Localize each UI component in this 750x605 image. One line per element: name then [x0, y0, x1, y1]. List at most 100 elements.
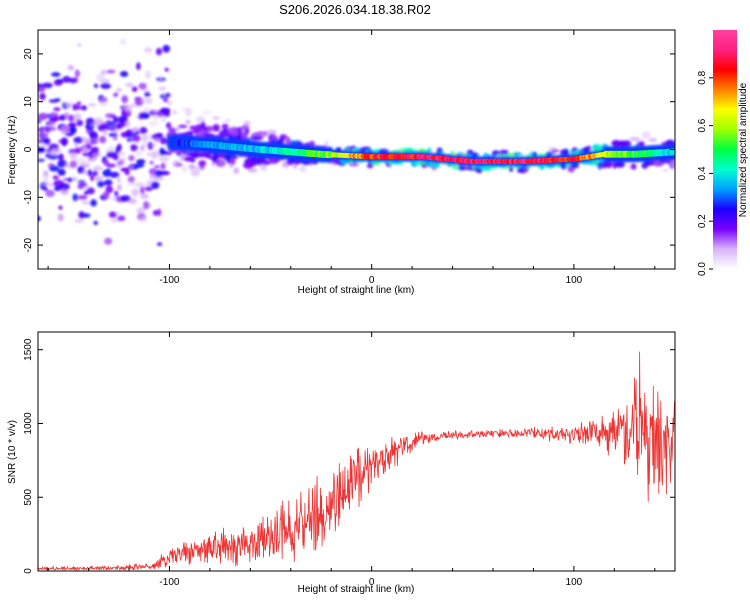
spectrogram-cell [72, 193, 78, 202]
spectrogram-cell [257, 131, 264, 138]
spectrogram-cell [62, 76, 71, 83]
spectrogram-cell [75, 157, 86, 165]
snr-ylabel: SNR (10 * v/v) [7, 420, 18, 484]
spectrogram-cell [74, 147, 82, 154]
spectrogram-cell [68, 114, 75, 122]
snr-ytick-label: 0 [23, 568, 34, 574]
spectrogram-cell [641, 131, 652, 140]
spectrogram-cell [38, 112, 49, 120]
spectrogram-xlabel: Height of straight line (km) [298, 285, 415, 296]
spectrogram-cell [228, 164, 234, 168]
spectrogram-cell [165, 92, 171, 98]
spectrogram-xtick-label: 100 [566, 275, 583, 286]
spectrogram-xtick-label: 0 [369, 275, 375, 286]
snr-ytick-label: 1500 [23, 338, 34, 361]
spectrogram-cell [48, 122, 57, 127]
spectrogram-cell [144, 47, 153, 53]
spectrogram-cell [134, 182, 145, 187]
spectrogram-cell [136, 62, 141, 71]
spectrogram-cell [672, 148, 675, 156]
spectrogram-cell [201, 110, 212, 115]
spectrogram-cell [245, 128, 250, 135]
spectrogram-cell [127, 175, 135, 183]
spectrogram-cell [92, 170, 98, 177]
spectrogram-cell [72, 77, 78, 82]
spectrogram-cell [69, 160, 78, 169]
spectrogram-cell [60, 125, 69, 133]
spectrogram-cell [151, 143, 158, 148]
spectrogram-cell [140, 112, 150, 119]
spectrogram-cell [155, 47, 163, 56]
spectrogram-cell [221, 123, 228, 131]
spectrogram-cell [100, 97, 108, 102]
spectrogram-cell [299, 164, 307, 173]
spectrogram-cell [159, 76, 163, 83]
spectrogram-cell [262, 160, 271, 166]
spectrogram-cell [69, 122, 77, 128]
spectrogram-cell [163, 98, 169, 103]
spectrogram-cell [38, 132, 49, 138]
spectrogram-cell [190, 158, 196, 163]
spectrogram-cell [108, 145, 115, 151]
spectrogram-cell [112, 136, 118, 141]
spectrogram-cell [159, 137, 168, 145]
spectrogram-cell [87, 103, 97, 107]
spectrogram-cell [46, 126, 57, 131]
snr-ytick-label: 500 [23, 488, 34, 505]
spectrogram-cell [77, 43, 82, 47]
spectrogram-cell [127, 198, 137, 205]
snr-xtick-label: 0 [369, 577, 375, 588]
spectrogram-cell [243, 120, 252, 126]
spectrogram-cell [138, 82, 147, 90]
spectrogram-cell [348, 163, 360, 167]
spectrogram-cell [160, 162, 166, 170]
spectrogram-cell [182, 165, 187, 172]
spectrogram-cell [113, 92, 119, 98]
spectrogram-cell [153, 150, 160, 159]
spectrogram-cell [105, 163, 117, 168]
spectrogram-cell [106, 168, 111, 175]
spectrogram-cell [162, 44, 171, 53]
spectrogram-cell [57, 153, 64, 161]
spectrogram-cell [71, 176, 78, 182]
spectrogram-cell [508, 166, 514, 172]
spectrogram-ytick-label: 0 [23, 146, 34, 152]
spectrogram-cell [307, 162, 313, 166]
spectrogram-cell [115, 210, 121, 216]
spectrogram-cell [136, 207, 145, 215]
spectrogram-cell [226, 154, 232, 161]
spectrogram-cell [198, 160, 207, 167]
spectrogram-cell [185, 119, 191, 125]
spectrogram-cell [64, 111, 69, 120]
spectrogram-cell [634, 138, 642, 143]
spectrogram-cell [145, 186, 153, 192]
spectrogram-cell [113, 116, 119, 123]
spectrogram-cell [172, 109, 177, 115]
spectrogram-cell [129, 164, 134, 170]
spectrogram-cell [157, 208, 162, 217]
spectrogram-cell [190, 165, 201, 174]
spectrogram-ytick-label: -20 [23, 237, 34, 252]
spectrogram-cell [51, 148, 63, 153]
spectrogram-cell [76, 101, 81, 106]
spectrogram-cell [153, 176, 164, 181]
spectrogram-cell [152, 114, 160, 120]
spectrogram-cell [134, 131, 140, 135]
spectrogram-cell [174, 162, 183, 167]
spectrogram-cell [118, 115, 128, 124]
spectrogram-marks [38, 38, 675, 247]
spectrogram-cell [247, 167, 258, 173]
spectrogram-cell [117, 151, 126, 157]
spectrogram-cell [74, 69, 80, 78]
colorbar-ticks: 0.0 0.2 0.4 0.6 0.8 [697, 70, 713, 276]
spectrogram-cell [87, 169, 93, 177]
spectrogram-cell [42, 170, 49, 177]
spectrogram-cell [80, 213, 91, 218]
spectrogram-cell [103, 127, 108, 136]
spectrogram-cell [91, 152, 103, 158]
colorbar-tick-label: 0.2 [697, 214, 708, 228]
spectrogram-cell [38, 87, 46, 93]
spectrogram-cell [167, 149, 173, 155]
